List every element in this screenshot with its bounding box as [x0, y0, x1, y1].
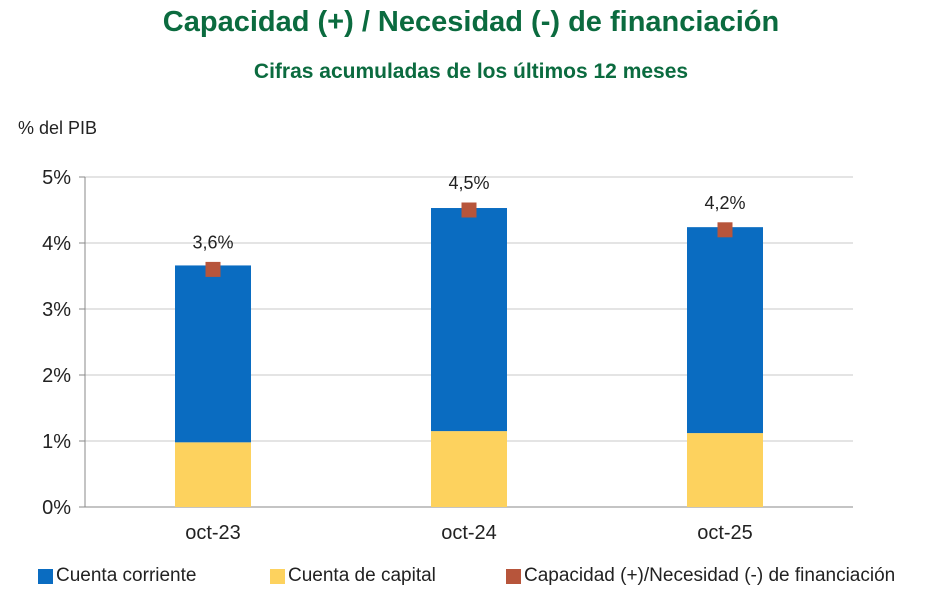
legend-label: Cuenta corriente	[56, 565, 197, 586]
y-tick-label: 3%	[42, 299, 71, 321]
bar-cuenta-de-capital	[687, 433, 763, 507]
x-tick-label: oct-24	[441, 522, 497, 544]
data-label: 3,6%	[192, 232, 233, 252]
y-axis-label: % del PIB	[18, 118, 98, 138]
legend-label: Capacidad (+)/Necesidad (-) de financiac…	[524, 565, 896, 586]
legend-item-capacidad-necesidad: Capacidad (+)/Necesidad (-) de financiac…	[506, 565, 895, 587]
bar-cuenta-corriente	[431, 208, 507, 432]
y-tick-label: 5%	[42, 167, 71, 189]
marker-capacidad-necesidad	[205, 261, 221, 277]
marker-capacidad-necesidad	[461, 202, 477, 218]
legend-item-cuenta-capital: Cuenta de capital	[270, 565, 436, 587]
y-tick-label: 1%	[42, 431, 71, 453]
legend-swatch	[38, 568, 53, 584]
bar-cuenta-corriente	[687, 227, 763, 434]
legend-swatch	[506, 568, 521, 584]
y-tick-label: 4%	[42, 233, 71, 255]
chart-title: Capacidad (+) / Necesidad (-) de financi…	[162, 6, 780, 38]
data-label: 4,2%	[704, 193, 745, 213]
y-tick-label: 2%	[42, 365, 71, 387]
x-tick-label: oct-25	[697, 522, 753, 544]
chart-subtitle: Cifras acumuladas de los últimos 12 mese…	[253, 60, 689, 83]
bar-cuenta-corriente	[175, 265, 251, 443]
x-tick-label: oct-23	[185, 522, 241, 544]
marker-capacidad-necesidad	[717, 222, 733, 238]
data-label: 4,5%	[448, 173, 489, 193]
legend-swatch	[270, 568, 285, 584]
bar-cuenta-de-capital	[431, 431, 507, 507]
bar-cuenta-de-capital	[175, 442, 251, 507]
legend-item-cuenta-corriente: Cuenta corriente	[38, 565, 196, 587]
y-tick-label: 0%	[42, 497, 71, 519]
legend-label: Cuenta de capital	[288, 565, 436, 586]
